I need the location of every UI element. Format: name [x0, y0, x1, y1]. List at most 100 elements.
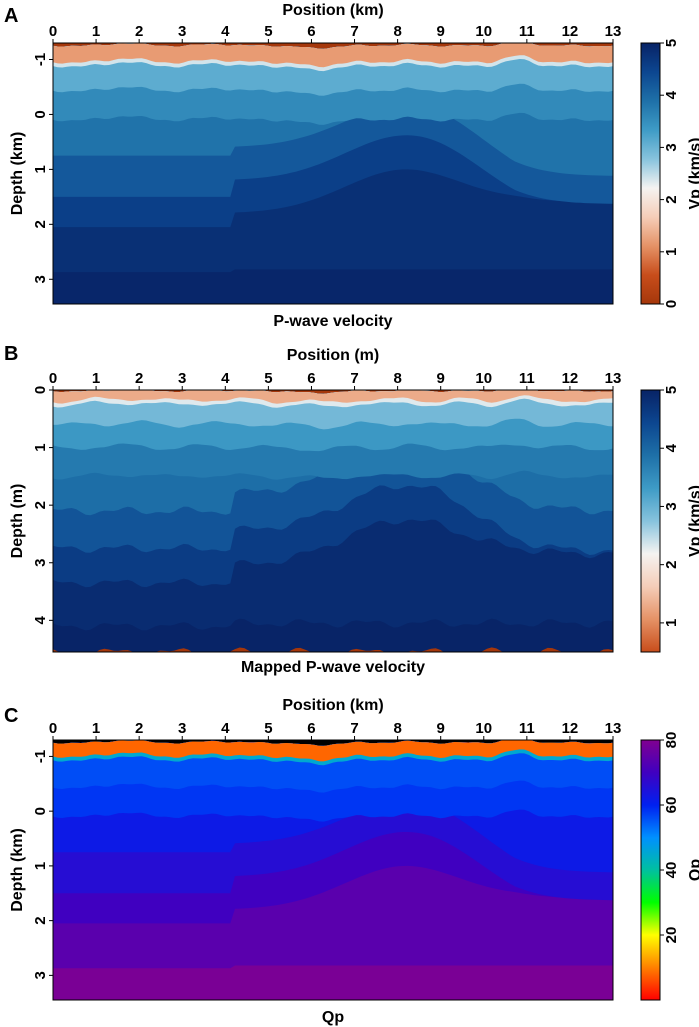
y-axis-label: Depth (m): [9, 484, 26, 559]
layer-band: [53, 390, 613, 404]
colorbar-tick-label: 0: [663, 300, 680, 308]
x-tick-label: 7: [350, 720, 358, 737]
x-tick-label: 1: [92, 370, 100, 387]
y-tick-label: 2: [32, 501, 49, 509]
colorbar: 1 2 3 4 5 Vp (km/s): [640, 386, 699, 653]
y-tick-label: 1: [32, 165, 49, 173]
x-tick-label: 8: [393, 720, 401, 737]
x-tick-label: 10: [475, 370, 492, 387]
plot-frame: [52, 42, 614, 305]
colorbar-tick-label: 20: [663, 927, 680, 944]
layer-band: [53, 43, 613, 68]
y-axis-label: Depth (km): [9, 828, 26, 912]
y-axis-label: Depth (km): [9, 132, 26, 216]
x-tick-label: 3: [178, 23, 186, 40]
x-tick-label: 12: [562, 23, 579, 40]
colorbar-tick-label: 2: [663, 560, 680, 568]
layer-band: [53, 740, 613, 762]
colorbar-scale: [640, 42, 661, 305]
y-tick-label: 4: [32, 616, 49, 625]
model-field: [53, 390, 613, 652]
x-tick-label: 5: [264, 370, 272, 387]
x-tick-label: 8: [393, 370, 401, 387]
x-tick-label: 3: [178, 370, 186, 387]
colorbar-scale: [640, 389, 661, 653]
panel-label: A: [4, 5, 18, 27]
colorbar: 20 40 60 80 Qp: [640, 732, 699, 1001]
panel-label: C: [4, 705, 18, 727]
x-tick-label: 4: [221, 23, 230, 40]
colorbar-tick-label: 4: [663, 443, 680, 452]
x-tick-label: 9: [437, 370, 445, 387]
panel-title: Mapped P-wave velocity: [241, 659, 425, 676]
plot-frame: [52, 389, 614, 653]
x-tick-label: 9: [437, 23, 445, 40]
x-tick-label: 6: [307, 23, 315, 40]
panel-title: P-wave velocity: [273, 313, 392, 330]
plot-frame: [52, 739, 614, 1001]
x-axis-label: Position (km): [282, 2, 383, 19]
colorbar-tick-label: 5: [663, 386, 680, 394]
panel-b: B Position (m)0 1 2 3 4 5 6 7 8 9 10 11 12 1301234Dept…: [4, 343, 699, 676]
colorbar-tick-label: 5: [663, 39, 680, 47]
x-tick-label: 4: [221, 370, 230, 387]
y-tick-label: 2: [32, 220, 49, 228]
colorbar-tick-label: 80: [663, 732, 680, 749]
x-tick-label: 7: [350, 23, 358, 40]
y-tick-label: 2: [32, 916, 49, 924]
x-tick-label: 13: [605, 720, 622, 737]
colorbar-tick-label: 3: [663, 143, 680, 151]
x-tick-label: 13: [605, 23, 622, 40]
colorbar-tick-label: 40: [663, 862, 680, 879]
y-tick-label: 1: [32, 862, 49, 870]
panel-label: B: [4, 343, 18, 365]
x-tick-label: 12: [562, 370, 579, 387]
x-tick-label: 10: [475, 23, 492, 40]
y-tick-label: 3: [32, 275, 49, 283]
x-tick-label: 10: [475, 720, 492, 737]
y-tick-label: 1: [32, 443, 49, 451]
y-tick-label: -1: [32, 750, 49, 763]
colorbar: 0 1 2 3 4 5 Vp (km/s): [640, 39, 699, 308]
y-tick-label: 3: [32, 559, 49, 567]
x-tick-label: 0: [49, 720, 57, 737]
x-tick-label: 5: [264, 720, 272, 737]
x-tick-label: 0: [49, 23, 57, 40]
y-tick-label: 0: [32, 110, 49, 118]
x-tick-label: 6: [307, 720, 315, 737]
x-tick-label: 4: [221, 720, 230, 737]
colorbar-tick-label: 1: [663, 248, 680, 256]
x-tick-label: 2: [135, 370, 143, 387]
colorbar-label: Qp: [687, 859, 699, 881]
x-tick-label: 8: [393, 23, 401, 40]
colorbar-scale: [640, 739, 661, 1001]
x-tick-label: 7: [350, 370, 358, 387]
x-tick-label: 3: [178, 720, 186, 737]
x-tick-label: 1: [92, 720, 100, 737]
y-tick-label: 0: [32, 807, 49, 815]
panel-a: A Position (km)0 1 2 3 4 5 6 7 8 9 10 11 12 13-10123De…: [4, 2, 699, 330]
panel-title: Qp: [322, 1009, 344, 1026]
x-axis-label: Position (km): [282, 697, 383, 714]
x-axis-label: Position (m): [287, 347, 379, 364]
colorbar-tick-label: 3: [663, 502, 680, 510]
x-tick-label: 13: [605, 370, 622, 387]
panel-c: C Position (km)0 1 2 3 4 5 6 7 8 9 10 11 12 13-10123De…: [4, 697, 699, 1026]
colorbar-tick-label: 1: [663, 619, 680, 627]
colorbar-tick-label: 60: [663, 797, 680, 814]
y-tick-label: 3: [32, 971, 49, 979]
x-tick-label: 6: [307, 370, 315, 387]
x-tick-label: 2: [135, 720, 143, 737]
x-tick-label: 9: [437, 720, 445, 737]
x-tick-label: 11: [519, 23, 535, 40]
x-tick-label: 2: [135, 23, 143, 40]
y-tick-label: -1: [32, 53, 49, 66]
x-tick-label: 5: [264, 23, 272, 40]
x-tick-label: 0: [49, 370, 57, 387]
colorbar-tick-label: 2: [663, 195, 680, 203]
x-tick-label: 11: [519, 370, 535, 387]
model-field: [53, 43, 613, 304]
colorbar-label: Vp (km/s): [687, 137, 699, 209]
x-tick-label: 1: [92, 23, 100, 40]
colorbar-label: Vp (km/s): [687, 485, 699, 557]
